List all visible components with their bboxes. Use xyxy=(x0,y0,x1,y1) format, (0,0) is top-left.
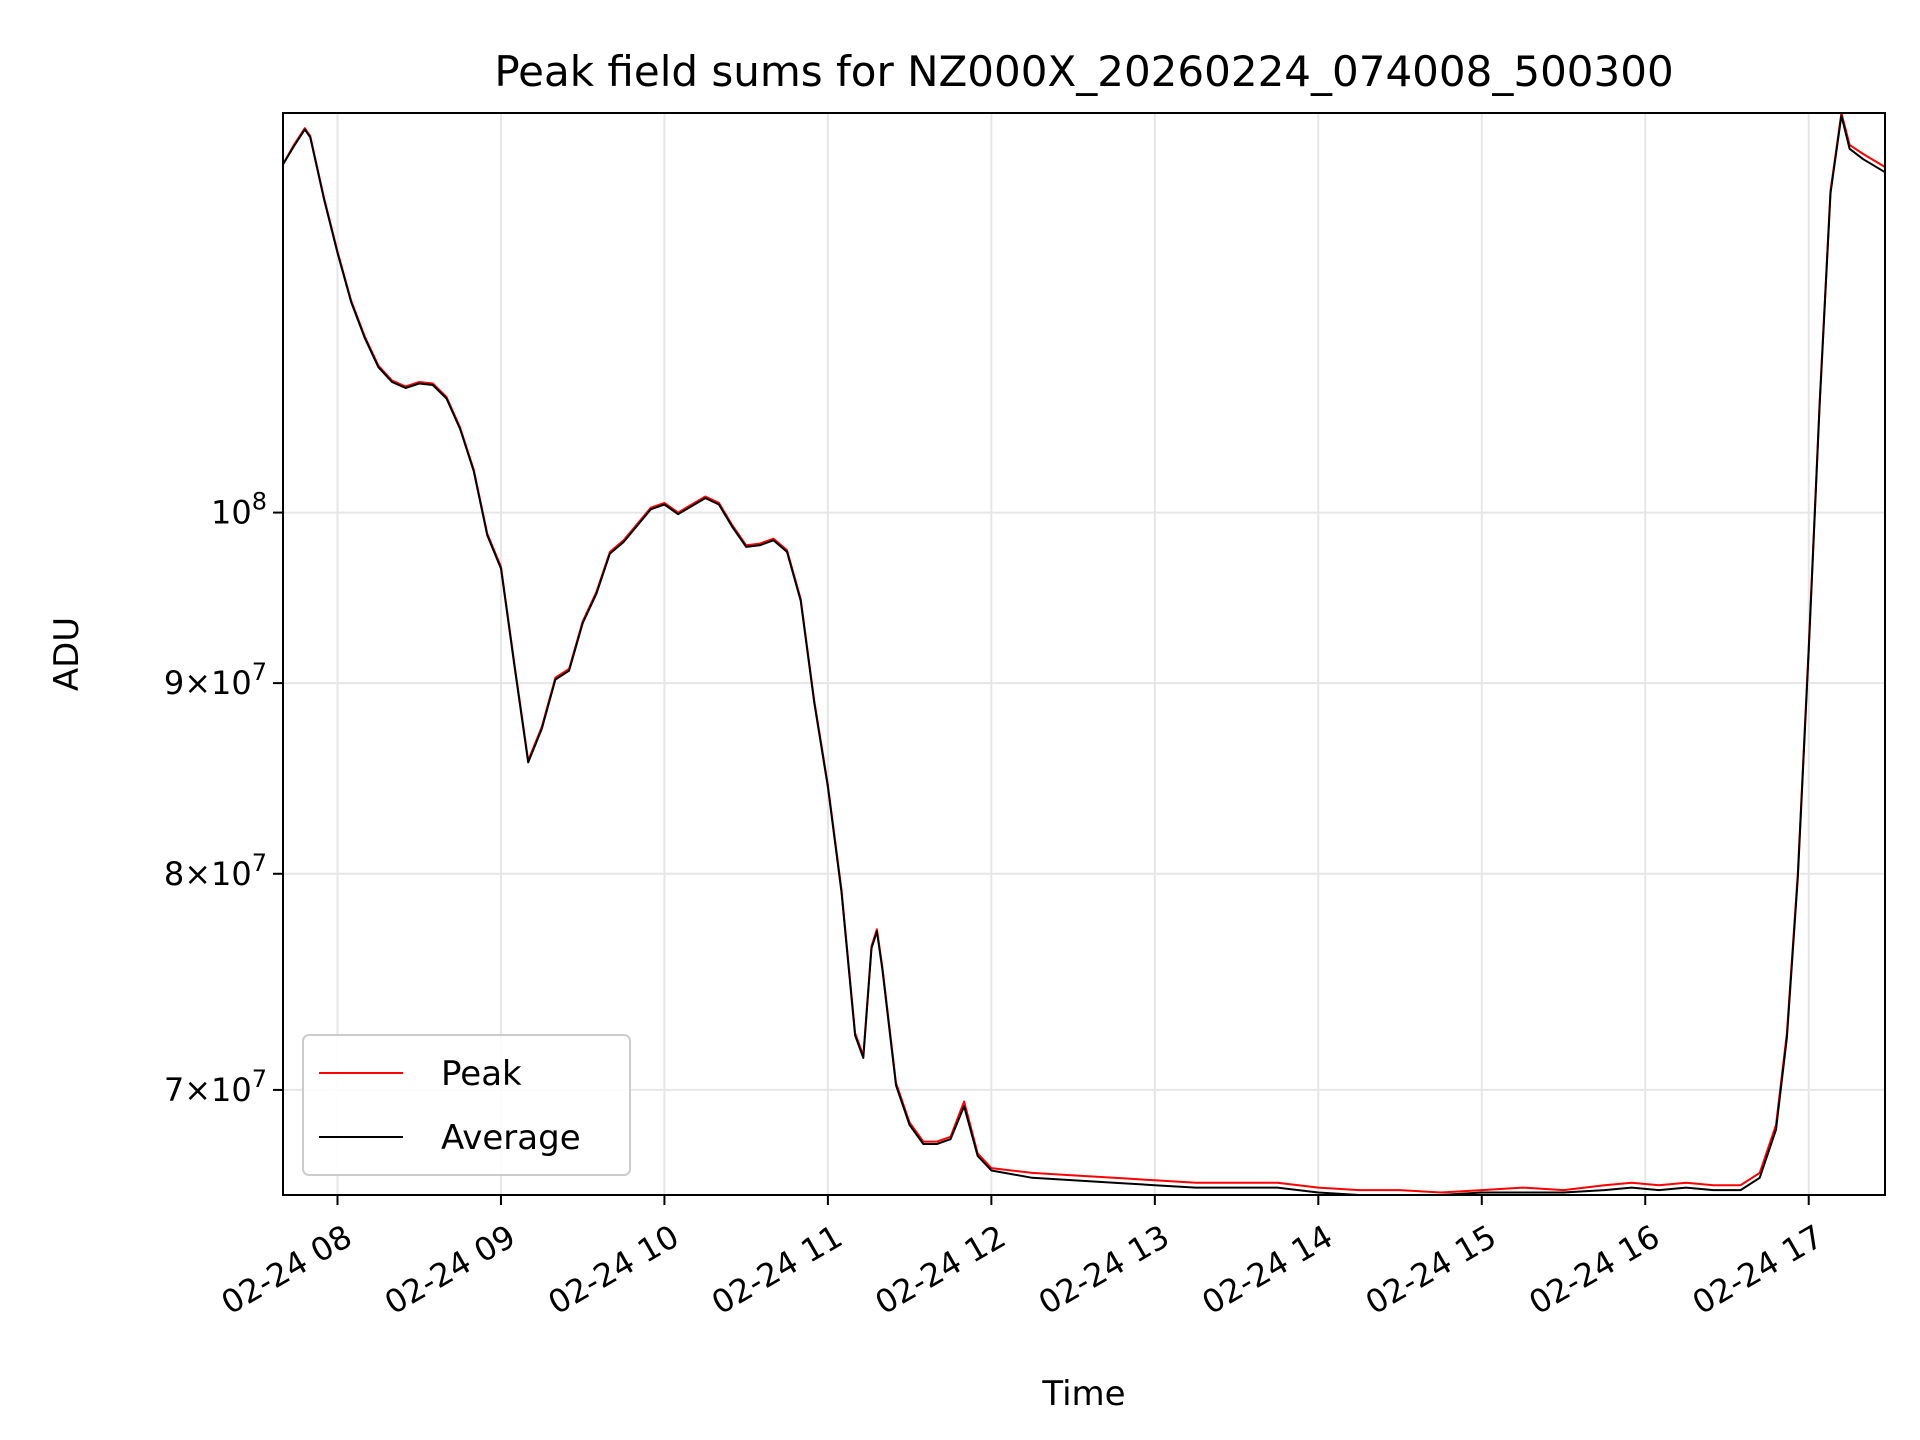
x-axis-label: Time xyxy=(1041,1374,1125,1414)
plot-frame xyxy=(282,112,1886,1196)
series-lines xyxy=(282,112,1886,1196)
series-line-average xyxy=(282,114,1886,1196)
legend-box xyxy=(302,1034,631,1176)
legend-label-peak: Peak xyxy=(441,1054,522,1094)
y-tick-label: 108 xyxy=(211,488,267,532)
y-tick-label: 7×107 xyxy=(164,1065,267,1109)
legend: Peak Average xyxy=(302,1034,631,1176)
y-tick-label: 8×107 xyxy=(164,849,267,893)
legend-label-average: Average xyxy=(441,1118,581,1158)
y-axis-ticks: 7×107 8×107 9×107 108 xyxy=(164,488,283,1109)
chart-title: Peak field sums for NZ000X_20260224_0740… xyxy=(494,47,1673,96)
y-tick-label: 9×107 xyxy=(164,658,267,702)
y-axis-label: ADU xyxy=(47,617,87,691)
